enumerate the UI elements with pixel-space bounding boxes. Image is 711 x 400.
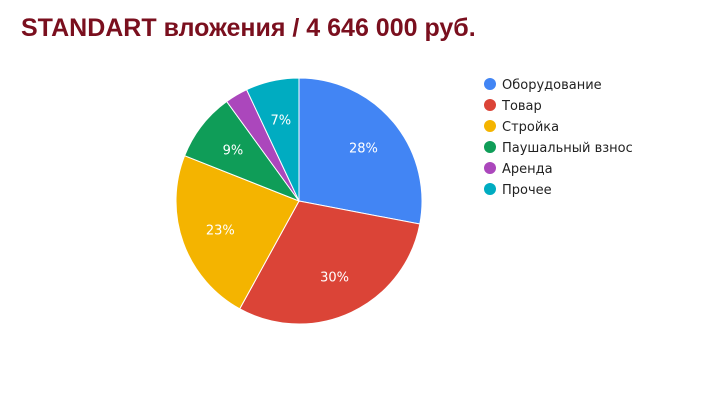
legend-label-4: Паушальный взнос — [502, 141, 633, 156]
legend-label-6: Прочее — [502, 183, 552, 198]
pie-slice-3 — [175, 155, 300, 310]
legend-marker-3 — [484, 120, 496, 132]
legend-label-2: Товар — [501, 99, 542, 114]
chart-legend: Оборудование Товар Стройка Паушальный взнос… — [484, 78, 633, 198]
legend-marker-1 — [484, 78, 496, 90]
pie-data-labels: 28% 30% 23% 9% 7% — [206, 113, 378, 285]
legend-label-1: Оборудование — [502, 78, 602, 93]
pie-slice-label-6: 7% — [270, 113, 291, 128]
legend-marker-5 — [484, 162, 496, 174]
pie-slice-1 — [298, 77, 423, 225]
legend-marker-6 — [484, 183, 496, 195]
pie-slice-label-3: 23% — [206, 223, 235, 238]
slide-title: STANDART вложения / 4 646 000 руб. — [21, 14, 476, 42]
legend-label-3: Стройка — [502, 120, 559, 135]
legend-marker-4 — [484, 141, 496, 153]
legend-label-5: Аренда — [502, 162, 553, 177]
pie-slices — [175, 77, 423, 325]
pie-slice-6 — [245, 77, 300, 202]
pie-slice-label-1: 28% — [349, 142, 378, 157]
pie-slice-2 — [239, 200, 421, 325]
pie-slice-label-4: 9% — [223, 144, 244, 159]
pie-slice-label-2: 30% — [320, 271, 349, 286]
legend-marker-2 — [484, 99, 496, 111]
